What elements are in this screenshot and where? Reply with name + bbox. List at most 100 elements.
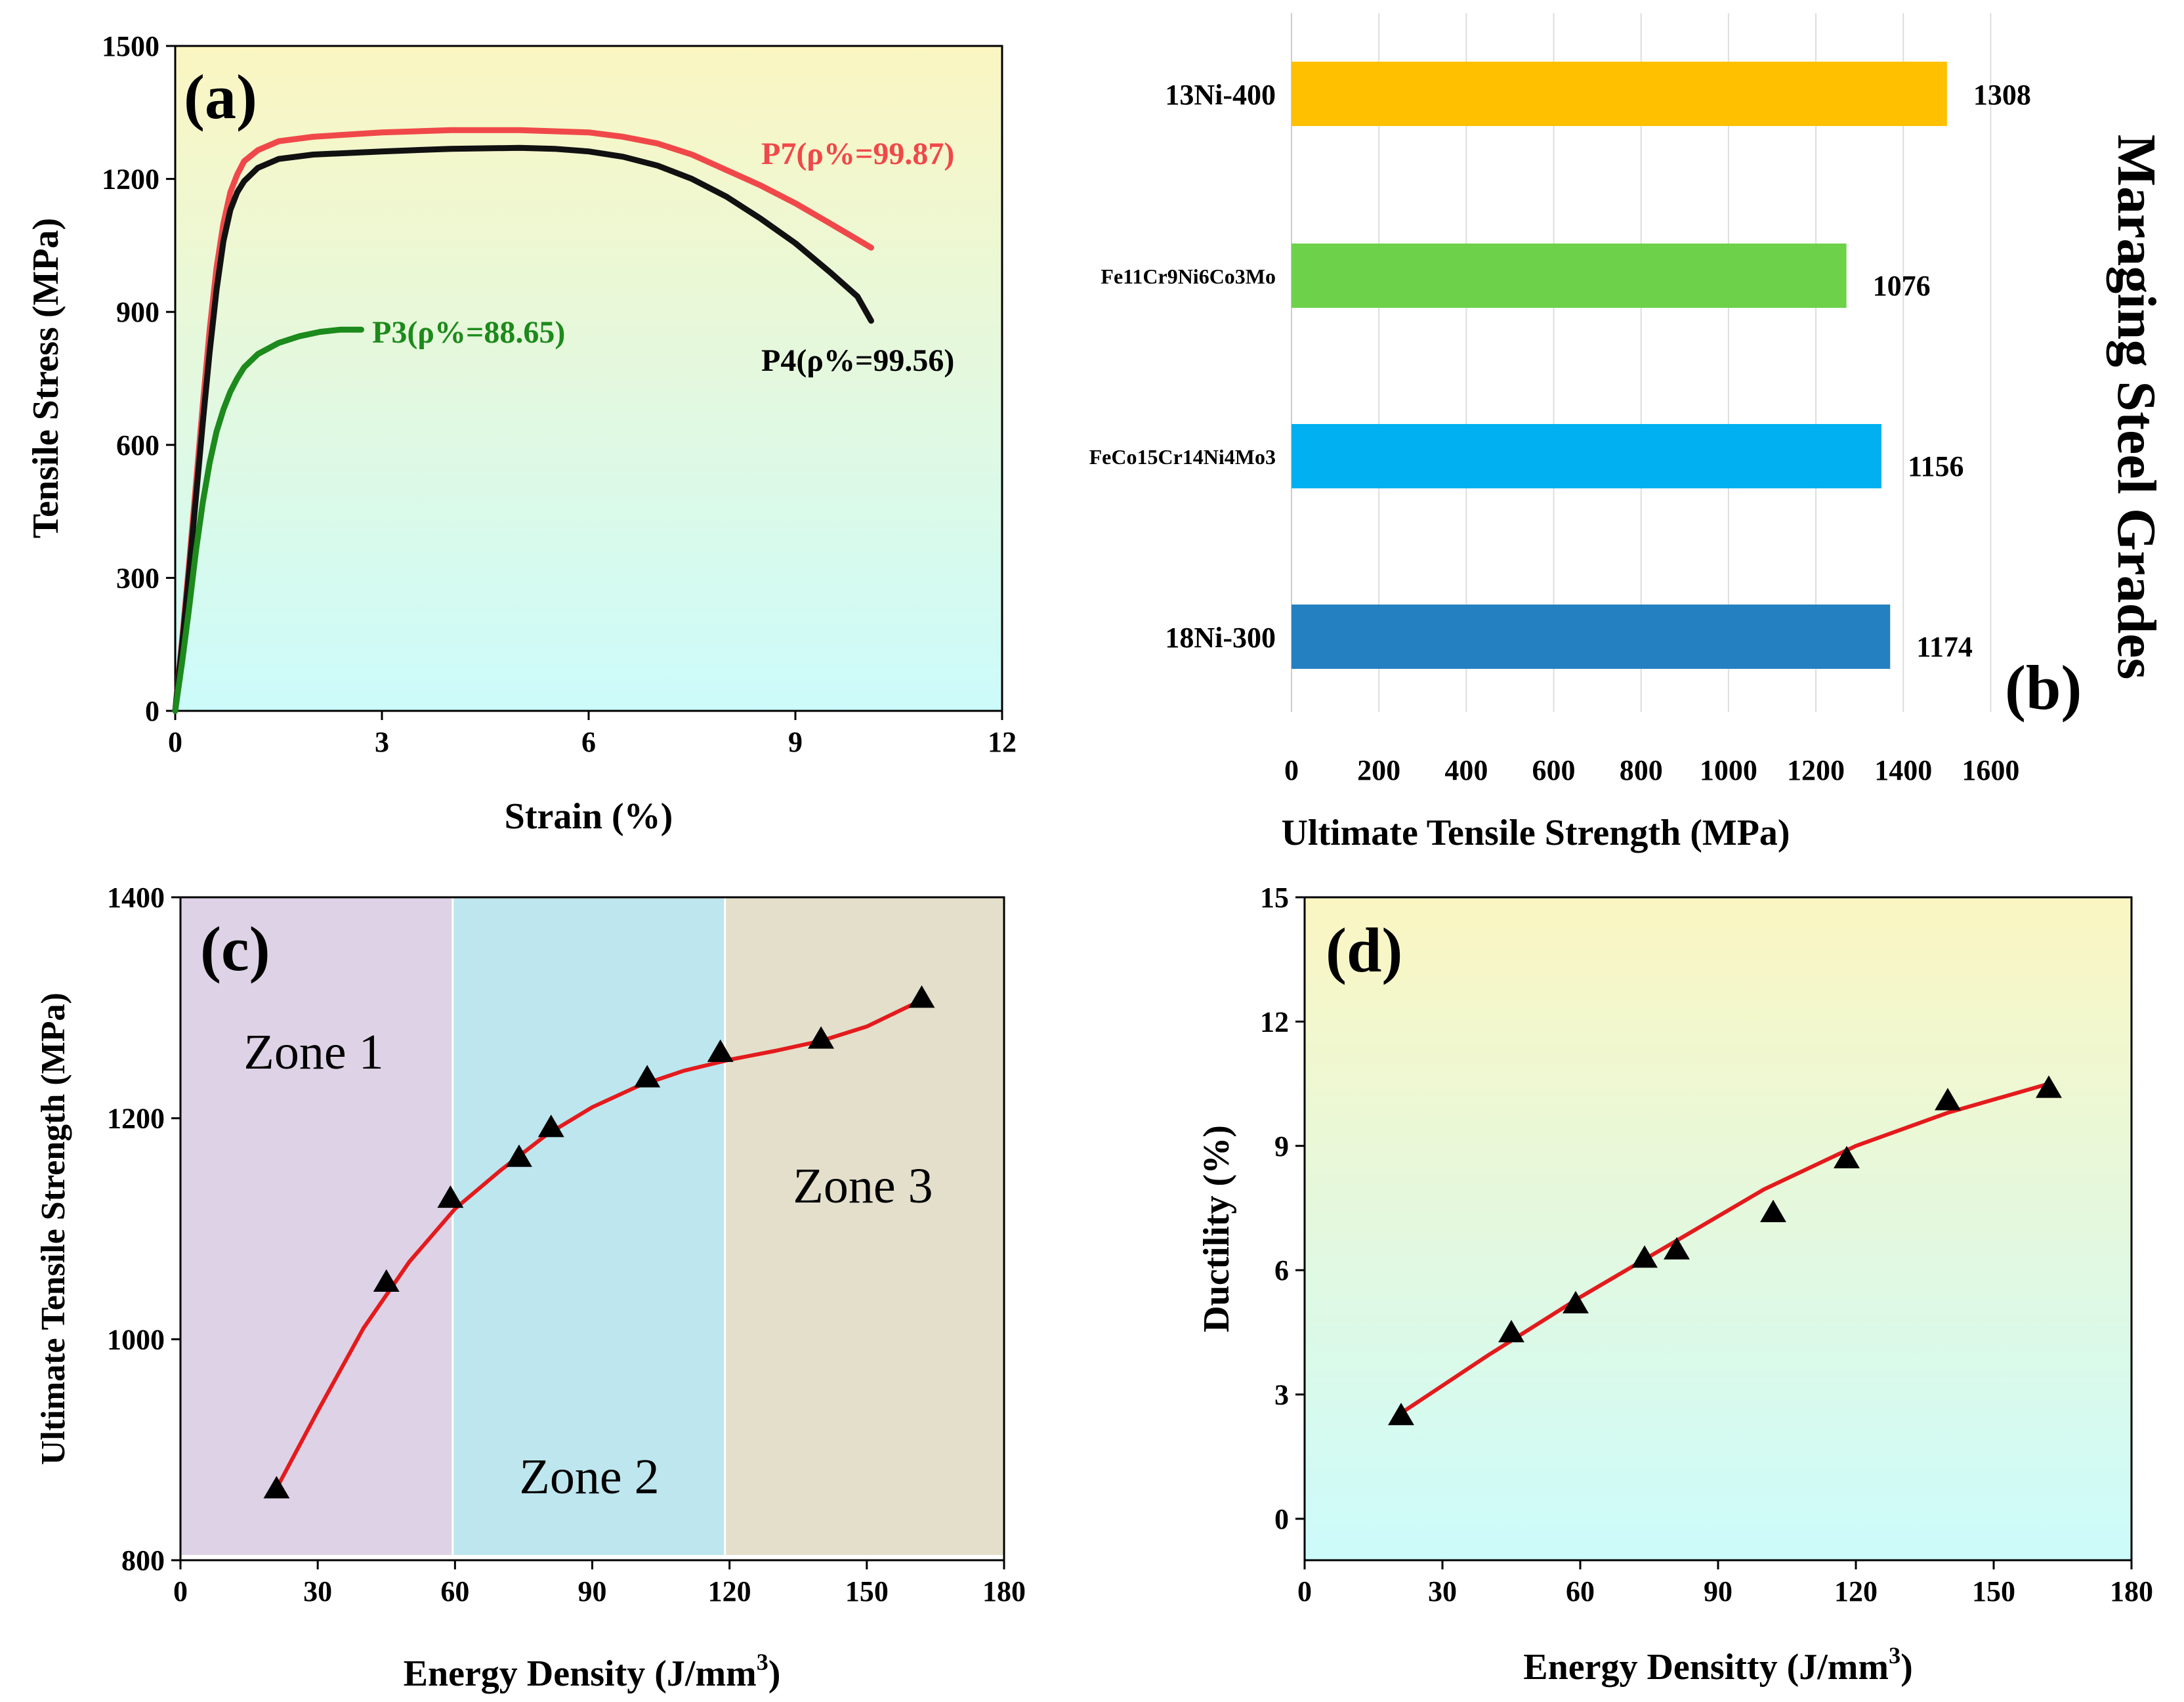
bar-0 (1292, 62, 1947, 126)
series-label-p4: P4(ρ%=99.56) (761, 343, 954, 378)
panel-d-plot-area (1303, 896, 2133, 1562)
value-label: 1156 (1908, 450, 1964, 482)
bar-3 (1292, 605, 1891, 669)
y-tick-label: 1000 (107, 1323, 165, 1355)
data-point (1664, 1237, 1690, 1260)
x-tick-label: 150 (1972, 1575, 2015, 1607)
data-point (373, 1269, 400, 1292)
series-line-1 (172, 144, 874, 714)
data-point (908, 985, 935, 1008)
x-tick-label: 1400 (1874, 754, 1932, 786)
x-tick-label: 30 (303, 1575, 332, 1607)
data-point (1834, 1145, 1860, 1168)
x-tick-label: 90 (578, 1575, 607, 1607)
x-tick-label: 1600 (1962, 754, 2019, 786)
data-point (808, 1026, 835, 1049)
zone-3-label: Zone 3 (793, 1159, 933, 1214)
y-tick-label: 1400 (107, 882, 165, 914)
x-tick-label: 0 (168, 726, 182, 758)
data-point (437, 1185, 464, 1208)
x-tick-label: 200 (1357, 754, 1400, 786)
x-tick-label: 9 (788, 726, 803, 758)
category-label: Fe11Cr9Ni6Co3Mo (1101, 265, 1276, 288)
x-tick-label: 90 (1704, 1575, 1732, 1607)
y-tick-label: 900 (116, 296, 159, 328)
x-tick-label: 30 (1428, 1575, 1457, 1607)
zone-2-band (452, 897, 725, 1555)
zone-2-label: Zone 2 (519, 1449, 659, 1504)
panel-a-line-chart: 0 3 6 9 12 0 300 600 900 1200 1500 (a) P7(ρ%=99.87… (26, 30, 1017, 837)
panel-c-y-axis-label: Ultimate Tensile Strength (MPa) (35, 992, 72, 1465)
y-tick-label: 15 (1260, 882, 1289, 914)
y-tick-label: 1500 (102, 30, 159, 62)
y-tick-label: 9 (1274, 1130, 1289, 1162)
data-point (2036, 1075, 2062, 1098)
y-tick-label: 1200 (102, 163, 159, 196)
y-tick-label: 6 (1274, 1254, 1289, 1287)
panel-b-bar-chart: 0 200 400 600 800 1000 1200 1400 1600 13Ni-400 130… (1089, 13, 2167, 853)
panel-d-scatter-chart: 0 30 60 90 120 150 180 0 3 6 9 12 15 (d) Energy Dens… (1196, 882, 2153, 1688)
y-tick-label: 0 (1274, 1503, 1289, 1535)
data-point (634, 1065, 661, 1088)
x-tick-label: 60 (1566, 1575, 1595, 1607)
bar-1 (1292, 244, 1847, 308)
panel-b-x-axis-label: Ultimate Tensile Strength (MPa) (1281, 813, 1790, 853)
value-label: 1076 (1873, 270, 1931, 302)
panel-c-label: (c) (200, 914, 270, 984)
y-tick-label: 600 (116, 429, 159, 461)
data-point (537, 1115, 564, 1138)
data-point (707, 1039, 734, 1062)
data-point (1631, 1245, 1658, 1268)
zone-3-band (724, 897, 1004, 1555)
x-tick-label: 180 (982, 1575, 1026, 1607)
data-point (1498, 1319, 1524, 1343)
category-label: FeCo15Cr14Ni4Mo3 (1089, 445, 1276, 469)
panel-d-y-axis-label: Ductility (%) (1196, 1125, 1237, 1332)
panel-a-y-axis-label: Tensile Stress (MPa) (26, 218, 66, 538)
x-tick-label: 400 (1444, 754, 1488, 786)
panel-d-label: (d) (1326, 915, 1402, 985)
x-tick-label: 1000 (1700, 754, 1757, 786)
x-tick-label: 3 (375, 726, 389, 758)
value-label: 1174 (1916, 631, 1973, 663)
zone-1-band (180, 897, 453, 1555)
x-tick-label: 0 (1297, 1575, 1312, 1607)
panel-d-x-axis-label: Energy Densitty (J/mm3) (1523, 1642, 1912, 1688)
series-label-p3: P3(ρ%=88.65) (372, 315, 565, 350)
panel-c-x-axis-label: Energy Density (J/mm3) (404, 1649, 781, 1694)
series-line-2 (172, 326, 364, 714)
panel-a-x-axis-label: Strain (%) (505, 796, 673, 837)
data-point (263, 1476, 290, 1499)
y-tick-label: 0 (145, 695, 159, 727)
zone-1-label: Zone 1 (243, 1025, 383, 1080)
x-tick-label: 12 (988, 726, 1017, 758)
y-tick-label: 3 (1274, 1379, 1289, 1411)
x-tick-label: 180 (2110, 1575, 2153, 1607)
fit-curve (1400, 1082, 2049, 1415)
x-tick-label: 120 (708, 1575, 751, 1607)
panel-b-title: Maraging Steel Grades (2106, 135, 2167, 680)
data-point (1563, 1290, 1589, 1313)
category-label: 13Ni-400 (1165, 79, 1276, 111)
panel-a-label: (a) (184, 62, 257, 132)
data-point (1935, 1088, 1961, 1111)
y-tick-label: 800 (121, 1544, 165, 1577)
x-tick-label: 150 (845, 1575, 889, 1607)
panel-c-plot-frame (179, 896, 1005, 1562)
x-tick-label: 60 (440, 1575, 469, 1607)
y-tick-label: 300 (116, 562, 159, 594)
category-label: 18Ni-300 (1165, 622, 1276, 654)
x-tick-label: 600 (1532, 754, 1576, 786)
x-tick-label: 800 (1620, 754, 1663, 786)
fit-curve (274, 998, 923, 1490)
x-tick-label: 6 (581, 726, 596, 758)
bar-2 (1292, 424, 1881, 488)
x-tick-label: 0 (173, 1575, 188, 1607)
y-tick-label: 12 (1260, 1006, 1289, 1038)
data-point (505, 1144, 532, 1167)
value-label: 1308 (1973, 79, 2031, 111)
x-tick-label: 120 (1834, 1575, 1878, 1607)
data-point (1388, 1403, 1414, 1426)
y-tick-label: 1200 (107, 1103, 165, 1135)
